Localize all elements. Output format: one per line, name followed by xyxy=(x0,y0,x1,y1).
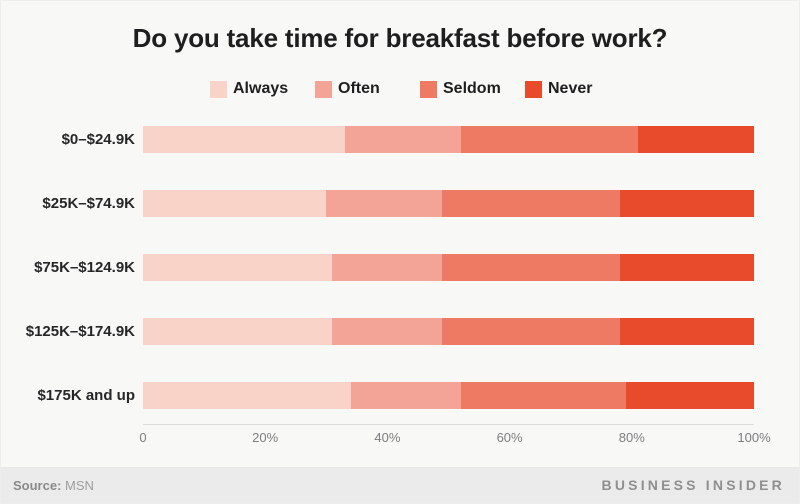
legend-swatch-always-icon xyxy=(210,80,227,98)
source-credit: Source: MSN xyxy=(13,478,94,493)
category-label: $125K–$174.9K xyxy=(25,323,135,340)
footer-bar: Source: MSN BUSINESS INSIDER xyxy=(1,467,799,503)
category-label: $25K–$74.9K xyxy=(42,195,135,212)
bar-segment-never xyxy=(619,318,754,345)
stacked-bar xyxy=(143,318,754,345)
legend-label-often: Often xyxy=(338,80,380,97)
x-tick-60: 60% xyxy=(496,430,523,445)
bar-segment-seldom xyxy=(442,190,620,217)
x-tick-0: 0 xyxy=(139,430,147,445)
x-axis: 0 20% 40% 60% 80% 100% xyxy=(139,424,771,448)
chart-title: Do you take time for breakfast before wo… xyxy=(132,23,668,53)
x-tick-40: 40% xyxy=(374,430,401,445)
bar-segment-always xyxy=(143,190,327,217)
bar-row-75-124k: $75K–$124.9K xyxy=(1,254,799,281)
bar-row-0-24k: $0–$24.9K xyxy=(1,126,799,153)
bar-segment-seldom xyxy=(442,318,620,345)
bar-segment-never xyxy=(625,382,754,409)
x-tick-20: 20% xyxy=(252,430,279,445)
bar-segment-often xyxy=(332,318,443,345)
category-label: $75K–$124.9K xyxy=(34,259,135,276)
bar-row-25-74k: $25K–$74.9K xyxy=(1,190,799,217)
bar-segment-often xyxy=(350,382,461,409)
legend-label-seldom: Seldom xyxy=(443,80,501,97)
legend-label-never: Never xyxy=(548,80,593,97)
bar-segment-often xyxy=(344,126,461,153)
category-label: $0–$24.9K xyxy=(61,131,135,148)
bar-segment-never xyxy=(619,254,754,281)
bar-segment-always xyxy=(143,254,333,281)
legend-item-seldom: Seldom xyxy=(420,80,525,98)
legend-label-always: Always xyxy=(233,80,289,97)
stacked-bar xyxy=(143,254,754,281)
legend-swatch-often-icon xyxy=(315,80,332,98)
bar-segment-never xyxy=(637,126,754,153)
business-insider-logo: BUSINESS INSIDER xyxy=(601,477,785,493)
source-value: MSN xyxy=(65,477,94,493)
x-tick-100: 100% xyxy=(737,430,771,445)
category-label: $175K and up xyxy=(37,387,135,404)
stacked-bar xyxy=(143,126,754,153)
legend-item-always: Always xyxy=(210,80,315,98)
bar-segment-never xyxy=(619,190,754,217)
bar-segment-always xyxy=(143,318,333,345)
bar-segment-seldom xyxy=(460,382,626,409)
legend-swatch-never-icon xyxy=(525,80,542,98)
bar-segment-often xyxy=(326,190,443,217)
plot-area: $0–$24.9K $25K–$74.9K $75K–$124.9K xyxy=(1,126,799,409)
stacked-bar xyxy=(143,382,754,409)
source-label: Source: xyxy=(13,477,62,493)
legend-swatch-seldom-icon xyxy=(420,80,437,98)
bar-row-175k-up: $175K and up xyxy=(1,382,799,409)
bar-segment-always xyxy=(143,126,345,153)
legend: Always Often Seldom Never xyxy=(210,80,799,98)
legend-item-never: Never xyxy=(525,80,630,98)
bar-segment-always xyxy=(143,382,351,409)
bar-segment-often xyxy=(332,254,443,281)
bar-segment-seldom xyxy=(460,126,638,153)
bar-segment-seldom xyxy=(442,254,620,281)
x-tick-80: 80% xyxy=(618,430,645,445)
legend-item-often: Often xyxy=(315,80,420,98)
stacked-bar xyxy=(143,190,754,217)
bar-row-125-174k: $125K–$174.9K xyxy=(1,318,799,345)
